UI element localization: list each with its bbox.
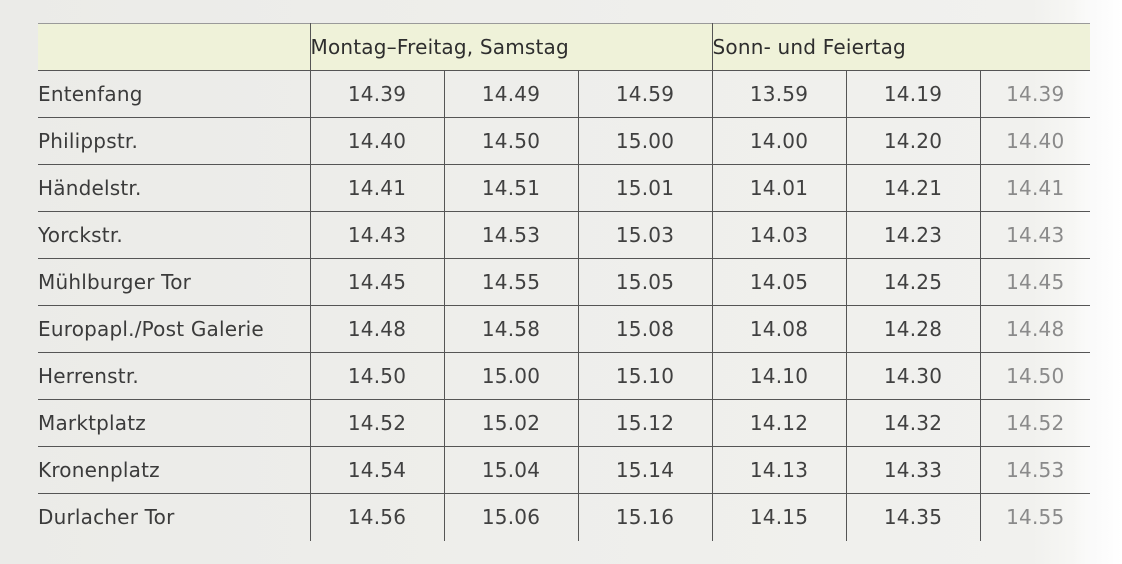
weekday-departure-time: 14.50 (310, 352, 445, 400)
sunday-departure-time: 14.19 (846, 70, 981, 118)
stop-name: Entenfang (38, 70, 311, 118)
sunday-departure-time: 13.59 (712, 70, 847, 118)
weekday-departure-time: 15.14 (578, 446, 713, 494)
table-row: Marktplatz 14.52 15.02 15.12 14.12 14.32 14.52 (38, 399, 1090, 447)
weekday-departure-time: 14.50 (444, 117, 579, 165)
table-row: Entenfang 14.39 14.49 14.59 13.59 14.19 14.39 (38, 70, 1090, 118)
stop-name: Kronenplatz (38, 446, 311, 494)
sunday-departure-time: 14.20 (846, 117, 981, 165)
weekday-departure-time: 15.06 (444, 493, 579, 541)
weekday-departure-time: 15.12 (578, 399, 713, 447)
weekday-departure-time: 14.56 (310, 493, 445, 541)
stop-name: Yorckstr. (38, 211, 311, 259)
sunday-departure-time: 14.05 (712, 258, 847, 306)
table-row: Europapl./Post Galerie 14.48 14.58 15.08 14.… (38, 305, 1090, 353)
weekday-departure-time: 15.00 (444, 352, 579, 400)
stop-name: Herrenstr. (38, 352, 311, 400)
sunday-departure-time: 14.39 (980, 70, 1090, 118)
weekday-departure-time: 14.53 (444, 211, 579, 259)
sunday-departure-time: 14.10 (712, 352, 847, 400)
sunday-departure-time: 14.12 (712, 399, 847, 447)
weekday-group-header: Montag–Freitag, Samstag (310, 23, 713, 71)
sunday-departure-time: 14.01 (712, 164, 847, 212)
weekday-departure-time: 14.58 (444, 305, 579, 353)
table-row: Kronenplatz 14.54 15.04 15.14 14.13 14.33 14.5… (38, 446, 1090, 494)
sunday-departure-time: 14.35 (846, 493, 981, 541)
timetable-body: Entenfang 14.39 14.49 14.59 13.59 14.19 14.39 P… (38, 70, 1090, 541)
table-row: Händelstr. 14.41 14.51 15.01 14.01 14.21 14.41 (38, 164, 1090, 212)
sunday-departure-time: 14.55 (1006, 505, 1065, 530)
stop-name: Mühlburger Tor (38, 258, 311, 306)
weekday-departure-time: 15.05 (578, 258, 713, 306)
sunday-departure-time: 14.03 (712, 211, 847, 259)
stop-name: Händelstr. (38, 164, 311, 212)
sunday-departure-time: 14.15 (712, 493, 847, 541)
table-row: Durlacher Tor 14.56 15.06 15.16 14.15 14.35 14… (38, 493, 1090, 541)
weekday-departure-time: 14.48 (310, 305, 445, 353)
weekday-departure-time: 15.00 (578, 117, 713, 165)
sunday-departure-time: 14.45 (980, 258, 1090, 306)
weekday-departure-time: 15.03 (578, 211, 713, 259)
corner-cell (38, 23, 311, 71)
weekday-departure-time: 14.52 (310, 399, 445, 447)
weekday-departure-time: 14.51 (444, 164, 579, 212)
sunday-departure-time: 14.50 (980, 352, 1090, 400)
weekday-departure-time: 14.55 (444, 258, 579, 306)
table-row: Herrenstr. 14.50 15.00 15.10 14.10 14.30 14.50 (38, 352, 1090, 400)
sunday-departure-time: 14.08 (712, 305, 847, 353)
weekday-departure-time: 14.39 (310, 70, 445, 118)
weekday-departure-time: 14.59 (578, 70, 713, 118)
stop-name: Philippstr. (38, 117, 311, 165)
sunday-departure-time: 14.28 (846, 305, 981, 353)
sunday-departure-time: 14.53 (980, 446, 1090, 494)
weekday-departure-time: 15.16 (578, 493, 713, 541)
stop-name: Durlacher Tor (38, 493, 311, 541)
weekday-departure-time: 15.08 (578, 305, 713, 353)
sunday-departure-time: 14.21 (846, 164, 981, 212)
weekday-departure-time: 15.02 (444, 399, 579, 447)
sunday-departure-time: 14.43 (980, 211, 1090, 259)
weekday-departure-time: 14.54 (310, 446, 445, 494)
weekday-departure-time: 15.04 (444, 446, 579, 494)
weekday-departure-time: 14.43 (310, 211, 445, 259)
stop-name: Marktplatz (38, 399, 311, 447)
weekday-departure-time: 14.49 (444, 70, 579, 118)
sunday-departure-time: 14.23 (846, 211, 981, 259)
sunday-departure-time: 14.41 (980, 164, 1090, 212)
sunday-departure-time: 14.30 (846, 352, 981, 400)
sunday-departure-time: 14.33 (846, 446, 981, 494)
timetable: Montag–Freitag, Samstag Sonn- und Feiert… (38, 23, 1090, 541)
sunday-departure-time: 14.48 (980, 305, 1090, 353)
weekday-departure-time: 15.01 (578, 164, 713, 212)
sunday-departure-time: 14.00 (712, 117, 847, 165)
sunday-departure-time: 14.52 (980, 399, 1090, 447)
sunday-departure-time: 14.13 (712, 446, 847, 494)
sunday-departure-time: 14.32 (846, 399, 981, 447)
header-row: Montag–Freitag, Samstag Sonn- und Feiert… (38, 23, 1090, 71)
sunday-departure-time: 14.25 (846, 258, 981, 306)
weekday-departure-time: 14.40 (310, 117, 445, 165)
table-row: Philippstr. 14.40 14.50 15.00 14.00 14.20 14.4… (38, 117, 1090, 165)
sunday-departure-time: 14.40 (980, 117, 1090, 165)
weekday-departure-time: 14.41 (310, 164, 445, 212)
sunday-group-header: Sonn- und Feiertag (712, 23, 1090, 71)
table-row: Mühlburger Tor 14.45 14.55 15.05 14.05 14.25 1… (38, 258, 1090, 306)
weekday-departure-time: 14.45 (310, 258, 445, 306)
table-row: Yorckstr. 14.43 14.53 15.03 14.03 14.23 14.43 (38, 211, 1090, 259)
weekday-departure-time: 15.10 (578, 352, 713, 400)
stop-name: Europapl./Post Galerie (38, 305, 311, 353)
